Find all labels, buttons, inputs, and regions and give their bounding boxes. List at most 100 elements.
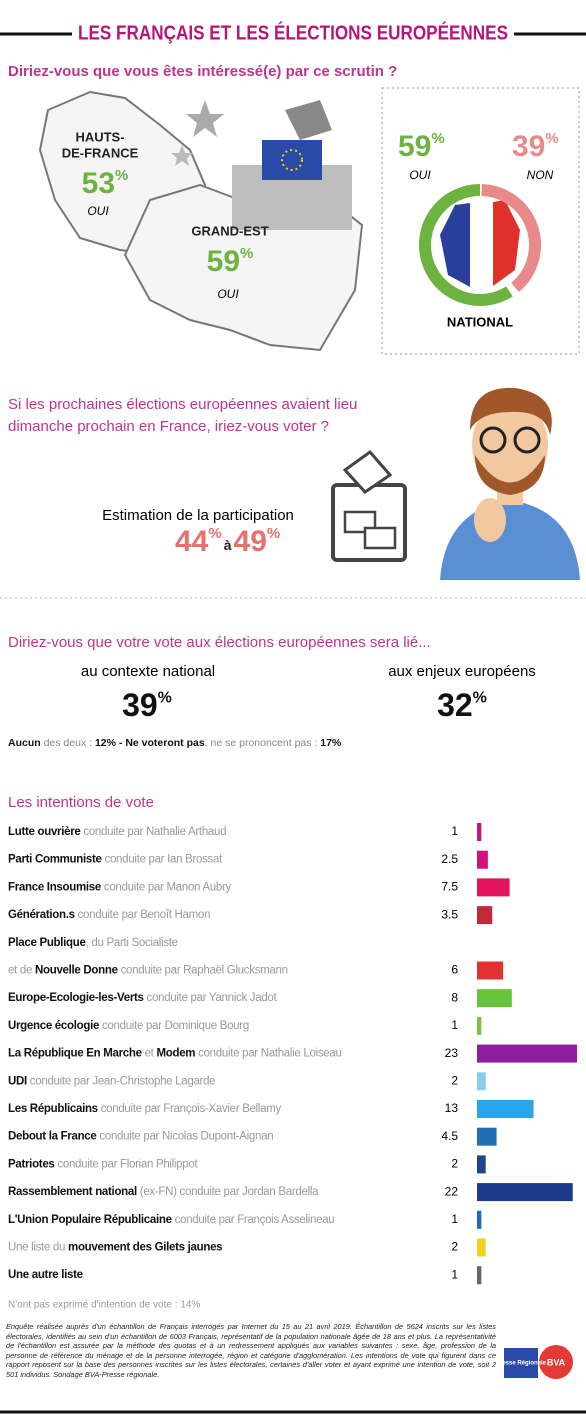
bar <box>477 878 510 897</box>
percent-value: 59 <box>398 130 431 163</box>
label-part: Patriotes <box>8 1158 55 1170</box>
label-part: conduite par Florian Philippot <box>55 1158 199 1170</box>
man-hand <box>474 498 506 542</box>
percent-value: 39 <box>512 130 545 163</box>
question: dimanche prochain en France, iriez-vous … <box>8 418 329 435</box>
label-part: France Insoumise <box>8 881 101 893</box>
row-label: Une autre liste <box>8 1269 83 1281</box>
percent-value: 39 <box>122 687 158 723</box>
label-part: Urgence écologie <box>8 1020 99 1032</box>
note-part: 12% - Ne voteront pas <box>95 737 205 749</box>
logo-text: Presse Régionale <box>496 1361 547 1367</box>
hand <box>285 100 332 140</box>
label-part: UDI <box>8 1075 27 1087</box>
envelope <box>342 449 393 494</box>
chart-title: Les intentions de vote <box>8 794 154 811</box>
percent-sign: % <box>431 130 444 147</box>
star <box>186 100 224 137</box>
value-label: 1 <box>451 824 458 838</box>
logo <box>504 1348 538 1378</box>
non-label: NON <box>527 168 554 182</box>
bar <box>477 850 488 869</box>
row-label: Rassemblement national (ex-FN) conduite … <box>8 1186 319 1198</box>
question: Diriez-vous que votre vote aux élections… <box>8 634 431 651</box>
value-label: 1 <box>451 1018 458 1032</box>
label-part: Europe-Ecologie-les-Verts <box>8 992 144 1004</box>
label-part: conduite par Benoît Hamon <box>75 909 210 921</box>
percent-value: 59 <box>207 245 240 278</box>
option-label: au contexte national <box>81 663 215 680</box>
star <box>171 145 193 166</box>
option-label: aux enjeux européens <box>388 663 536 680</box>
eu-flag <box>262 140 322 180</box>
label-part: Lutte ouvrière <box>8 826 80 838</box>
label-part: Debout la France <box>8 1131 97 1143</box>
bar <box>477 1155 486 1174</box>
row-label: Debout la France conduite par Nicolas Du… <box>8 1131 273 1143</box>
label-part: conduite par Nathalie Loiseau <box>195 1048 341 1060</box>
bar <box>477 1016 482 1035</box>
region-value: 53% <box>82 167 129 200</box>
percent-sign: % <box>208 525 221 542</box>
label-part: et de <box>8 965 35 977</box>
national-label: NATIONAL <box>447 314 513 329</box>
label-part: L'Union Populaire Républicaine <box>8 1214 172 1226</box>
non-arc <box>481 184 541 292</box>
label-part: Rassemblement national <box>8 1186 137 1198</box>
row-label: Génération.s conduite par Benoît Hamon <box>8 909 210 921</box>
participation-range: 44%à49% <box>175 525 280 558</box>
question: Diriez-vous que vous êtes intéressé(e) p… <box>8 63 397 80</box>
man-face <box>472 400 548 490</box>
region-name: GRAND-EST <box>191 223 268 238</box>
percent-sign: % <box>158 690 172 707</box>
bar <box>477 989 512 1008</box>
value-label: 8 <box>451 990 458 1004</box>
note-part: 17% <box>320 737 342 749</box>
label-part: Parti Communiste <box>8 854 102 866</box>
label-part: Génération.s <box>8 909 75 921</box>
label-part: La République En Marche <box>8 1048 142 1060</box>
row-label: Europe-Ecologie-les-Verts conduite par Y… <box>8 992 278 1004</box>
bar <box>477 1044 578 1063</box>
man-glasses <box>479 426 507 454</box>
logo <box>539 1345 573 1379</box>
oui-arc <box>419 184 513 306</box>
label-part: conduite par François Asselineau <box>172 1214 335 1226</box>
region-value: 59% <box>207 245 254 278</box>
logo-text: BVA <box>547 1357 566 1367</box>
label-part: conduite par Ian Brossat <box>102 854 223 866</box>
row-label: Urgence écologie conduite par Dominique … <box>8 1020 249 1032</box>
value-label: 2.5 <box>441 852 458 866</box>
label-part: conduite par Yannick Jadot <box>144 992 278 1004</box>
envelope <box>363 526 397 550</box>
row-label: Les Républicains conduite par François-X… <box>8 1103 282 1115</box>
label-part: , du Parti Socialiste <box>86 937 178 949</box>
no-intention: N'ont pas exprimé d'intention de vote : … <box>8 1300 200 1311</box>
label-part: (ex-FN) conduite par Jordan Bardella <box>137 1186 319 1198</box>
row-label: La République En Marche et Modem conduit… <box>8 1048 342 1060</box>
label-part: conduite par François-Xavier Bellamy <box>98 1103 282 1115</box>
man-hair <box>470 387 552 435</box>
region-answer: OUI <box>217 287 239 301</box>
national-non: 39% <box>512 130 559 163</box>
value-label: 7.5 <box>441 880 458 894</box>
percent-value: 53 <box>82 167 115 200</box>
value-label: 2 <box>451 1157 458 1171</box>
note: Aucun des deux : 12% - Ne voteront pas, … <box>8 737 342 749</box>
value-label: 2 <box>451 1073 458 1087</box>
value-label: 2 <box>451 1240 458 1254</box>
label-part: Une liste du <box>8 1242 68 1254</box>
bar <box>477 823 482 841</box>
label-part: Une autre liste <box>8 1269 83 1281</box>
value-label: 6 <box>451 963 458 977</box>
national-box <box>381 87 580 355</box>
man-shirt <box>440 500 580 580</box>
percent-sign: % <box>267 525 280 542</box>
percent-sign: % <box>473 690 487 707</box>
label-part: Place Publique <box>8 937 86 949</box>
label-part: et <box>142 1048 157 1060</box>
note-part: Aucun <box>8 737 41 749</box>
label-part: conduite par Dominique Bourg <box>99 1020 249 1032</box>
france-red <box>493 200 520 286</box>
bar <box>477 1266 482 1285</box>
